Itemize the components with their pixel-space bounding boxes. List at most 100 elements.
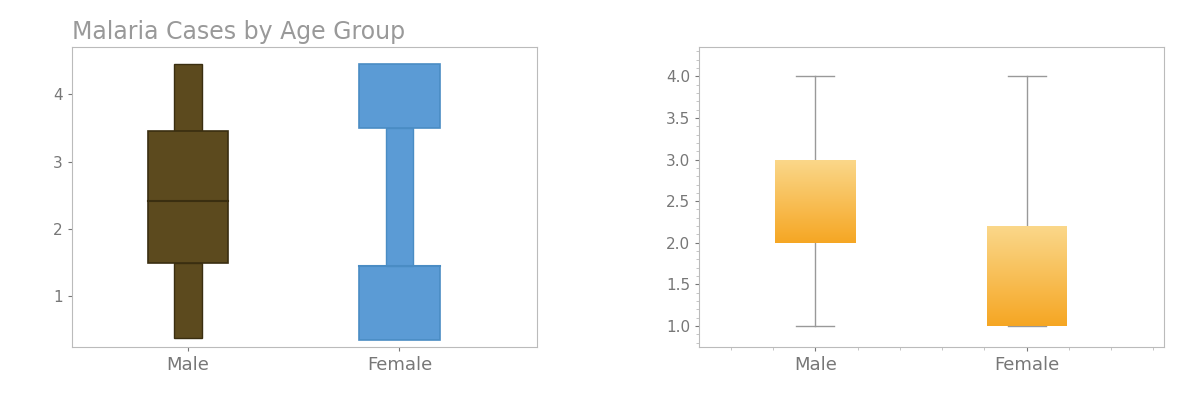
Bar <box>775 161 856 162</box>
Bar <box>775 174 856 175</box>
Bar <box>775 208 856 209</box>
Bar <box>775 195 856 196</box>
Bar <box>775 232 856 233</box>
Bar <box>986 309 1067 310</box>
Bar <box>775 176 856 177</box>
Bar <box>986 314 1067 315</box>
Bar <box>986 248 1067 249</box>
Bar <box>986 261 1067 262</box>
Bar <box>775 163 856 164</box>
Bar <box>986 265 1067 266</box>
Bar <box>986 255 1067 256</box>
Bar <box>986 258 1067 259</box>
Bar <box>986 238 1067 239</box>
Bar <box>986 315 1067 316</box>
Bar <box>775 201 856 202</box>
Bar <box>775 178 856 179</box>
Bar <box>986 249 1067 250</box>
Bar <box>986 243 1067 244</box>
Bar <box>986 232 1067 233</box>
Bar <box>986 313 1067 314</box>
Bar <box>775 198 856 199</box>
Bar <box>775 179 856 180</box>
Bar <box>775 210 856 211</box>
Bar <box>986 247 1067 248</box>
Bar <box>775 225 856 226</box>
Bar <box>775 230 856 231</box>
Bar <box>986 296 1067 297</box>
Bar <box>986 294 1067 295</box>
Bar <box>775 224 856 225</box>
Bar <box>775 199 856 200</box>
Bar <box>986 263 1067 264</box>
Bar <box>986 271 1067 272</box>
Bar <box>775 233 856 234</box>
Bar <box>986 231 1067 232</box>
Bar <box>775 181 856 182</box>
Bar <box>986 306 1067 307</box>
Bar <box>986 237 1067 238</box>
Bar <box>775 205 856 206</box>
Bar <box>986 235 1067 236</box>
Bar <box>986 322 1067 323</box>
Bar <box>775 211 856 212</box>
Bar <box>775 191 856 192</box>
Bar <box>775 188 856 189</box>
Bar <box>986 253 1067 254</box>
Bar <box>775 209 856 210</box>
Bar <box>359 64 439 128</box>
Bar <box>986 289 1067 290</box>
Bar <box>775 206 856 207</box>
Bar <box>775 160 856 161</box>
Bar <box>775 203 856 204</box>
Bar <box>986 240 1067 241</box>
Bar <box>775 228 856 229</box>
Bar <box>986 233 1067 234</box>
Bar <box>986 257 1067 258</box>
Bar <box>986 318 1067 319</box>
Bar <box>986 234 1067 235</box>
Bar <box>986 230 1067 231</box>
Bar <box>986 291 1067 292</box>
Bar <box>986 266 1067 267</box>
Bar <box>986 277 1067 278</box>
Bar <box>986 316 1067 317</box>
Bar <box>986 273 1067 274</box>
Bar <box>775 237 856 238</box>
Bar <box>775 190 856 191</box>
Bar <box>775 194 856 195</box>
Bar <box>775 207 856 208</box>
Bar <box>986 259 1067 260</box>
Bar <box>986 298 1067 299</box>
Bar <box>986 227 1067 228</box>
Bar <box>775 200 856 201</box>
Bar <box>775 216 856 217</box>
Bar <box>986 242 1067 243</box>
Bar <box>986 310 1067 311</box>
Bar <box>986 325 1067 326</box>
Bar <box>775 173 856 174</box>
Bar <box>775 238 856 239</box>
Bar <box>986 274 1067 275</box>
Bar <box>986 303 1067 304</box>
Bar <box>986 251 1067 252</box>
Bar <box>986 292 1067 293</box>
Bar <box>986 246 1067 247</box>
Bar <box>775 214 856 215</box>
Bar <box>986 267 1067 268</box>
Bar <box>986 268 1067 269</box>
Bar <box>986 319 1067 320</box>
Bar <box>775 240 856 241</box>
Bar <box>986 286 1067 287</box>
Bar <box>775 229 856 230</box>
Bar <box>986 254 1067 255</box>
Bar <box>775 187 856 188</box>
Bar <box>986 312 1067 313</box>
Bar <box>986 236 1067 237</box>
Bar <box>986 256 1067 257</box>
Bar <box>775 172 856 173</box>
Bar <box>775 226 856 227</box>
Bar <box>775 227 856 228</box>
Bar <box>986 285 1067 286</box>
Bar <box>775 218 856 219</box>
